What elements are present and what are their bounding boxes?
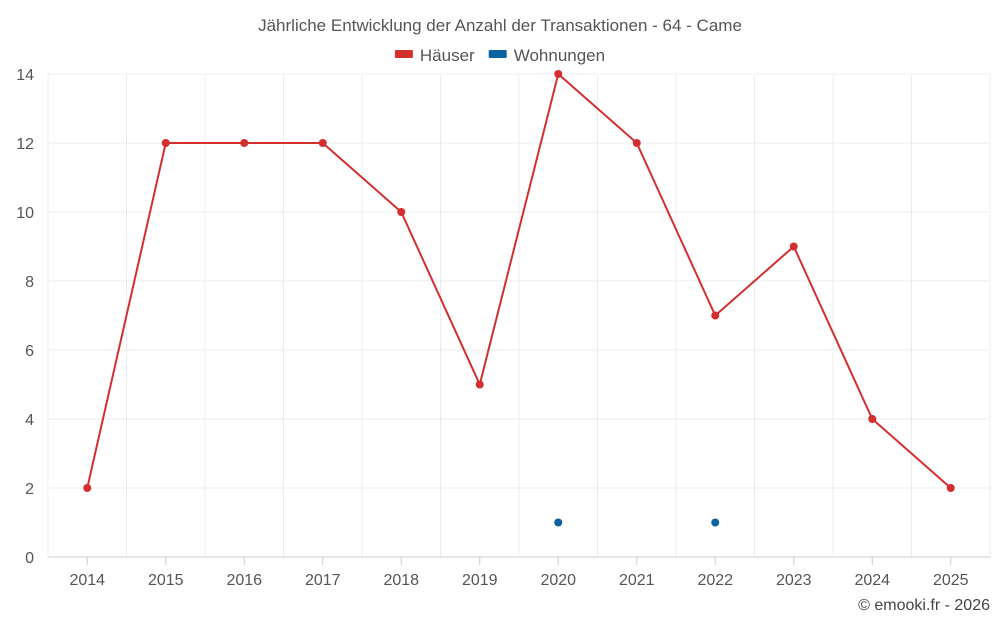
y-tick-label: 4 [25, 412, 34, 429]
data-point[interactable] [632, 139, 641, 147]
legend-label: Wohnungen [514, 46, 605, 65]
y-tick-label: 0 [25, 550, 34, 567]
gridlines [47, 73, 991, 557]
data-point[interactable] [397, 208, 406, 216]
x-tick-label: 2024 [854, 572, 890, 589]
x-tick-label: 2021 [619, 572, 655, 589]
legend-swatch [394, 50, 413, 58]
data-point[interactable] [318, 139, 327, 147]
x-tick-label: 2018 [383, 572, 419, 589]
data-point[interactable] [240, 139, 249, 147]
y-tick-label: 2 [25, 481, 34, 498]
credit-text: © emooki.fr - 2026 [858, 597, 990, 614]
legend-item[interactable]: Häuser [394, 46, 475, 65]
y-axis-ticks: 0 2 4 6 8 10 12 14 [16, 67, 34, 567]
x-axis-ticks: 2014 2015 2016 2017 2018 2019 2020 2021 2022 2023… [69, 557, 969, 589]
y-tick-label: 14 [16, 67, 34, 84]
x-tick-label: 2023 [776, 572, 812, 589]
legend-label: Häuser [420, 46, 475, 65]
x-tick-label: 2019 [462, 572, 498, 589]
data-point[interactable] [83, 484, 92, 492]
data-point[interactable] [554, 518, 563, 527]
y-tick-label: 10 [16, 205, 34, 222]
x-tick-label: 2016 [226, 572, 262, 589]
data-point[interactable] [946, 484, 955, 492]
x-tick-label: 2022 [697, 572, 733, 589]
x-tick-label: 2020 [540, 572, 576, 589]
x-tick-label: 2015 [148, 572, 184, 589]
y-tick-label: 12 [16, 136, 34, 153]
x-tick-label: 2017 [305, 572, 341, 589]
data-point[interactable] [711, 311, 720, 320]
data-point[interactable] [711, 518, 720, 527]
legend-item[interactable]: Wohnungen [488, 46, 605, 65]
data-point[interactable] [868, 415, 877, 423]
x-tick-label: 2014 [69, 572, 105, 589]
series-1 [554, 518, 720, 527]
series-0 [83, 70, 955, 492]
series-layer [83, 70, 955, 527]
data-point[interactable] [554, 70, 563, 78]
series-line [86, 73, 952, 489]
data-point[interactable] [475, 380, 484, 389]
legend: Häuser Wohnungen [394, 46, 605, 65]
x-tick-label: 2025 [933, 572, 969, 589]
y-tick-label: 8 [25, 274, 34, 291]
chart-title: Jährliche Entwicklung der Anzahl der Tra… [258, 16, 742, 35]
y-tick-label: 6 [25, 343, 34, 360]
legend-swatch [488, 50, 507, 58]
data-point[interactable] [789, 242, 798, 251]
data-point[interactable] [161, 139, 170, 147]
